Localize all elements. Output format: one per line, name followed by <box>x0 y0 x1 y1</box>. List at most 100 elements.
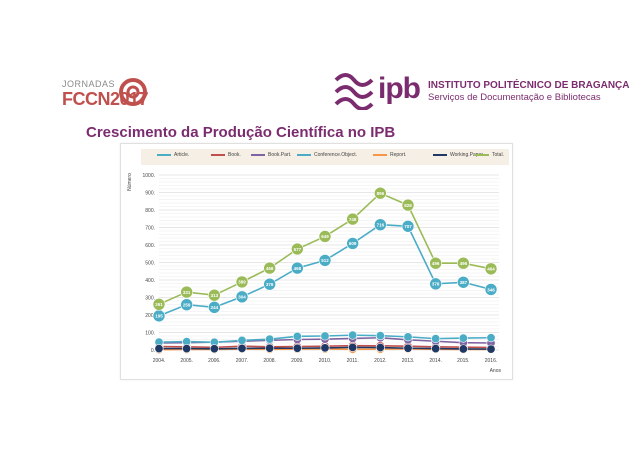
data-point <box>457 275 470 289</box>
data-point <box>458 344 468 354</box>
legend-label: Book. <box>228 152 241 158</box>
data-point <box>263 277 276 291</box>
data-label: 313 <box>211 293 219 298</box>
data-point <box>403 343 413 353</box>
data-point <box>429 277 442 291</box>
y-tick-label: 900. <box>145 191 155 197</box>
line-chart: 0. 100. 200. 300. 400. 500. 600. 700. 800. 900. 10… <box>127 173 501 374</box>
data-point <box>154 344 164 354</box>
data-point <box>320 331 330 341</box>
legend-item: Total. <box>475 152 504 158</box>
y-tick-label: 800. <box>145 208 155 214</box>
data-label: 707 <box>404 224 412 229</box>
data-label: 609 <box>349 241 357 246</box>
y-tick-label: 400. <box>145 278 155 284</box>
ipb-logo: ipb INSTITUTO POLITÉCNICO DE BRAGANÇA Se… <box>330 70 629 110</box>
legend-label: Book.Part. <box>268 152 292 158</box>
data-point <box>263 261 276 275</box>
fccn-swirl-icon <box>119 78 147 106</box>
legend-label: Report. <box>390 152 407 158</box>
legend-swatch <box>433 154 447 156</box>
y-tick-label: 1000. <box>142 173 155 179</box>
x-tick-label: 2009. <box>291 358 304 364</box>
legend-swatch <box>475 154 489 156</box>
data-label: 387 <box>460 280 468 285</box>
data-label: 389 <box>238 280 246 285</box>
data-point <box>486 333 496 343</box>
y-tick-label: 300. <box>145 296 155 302</box>
legend-swatch <box>211 154 225 156</box>
legend-label: Article. <box>174 152 190 158</box>
legend-item: Conference.Object. <box>297 152 357 158</box>
data-point <box>209 344 219 354</box>
data-point <box>374 186 387 200</box>
page-title: Crescimento da Produção Científica no IP… <box>86 124 396 141</box>
data-label: 468 <box>294 266 302 271</box>
x-tick-label: 2010. <box>319 358 332 364</box>
data-point <box>318 230 332 243</box>
legend-item: Article. <box>157 152 189 158</box>
data-point <box>458 333 468 343</box>
x-tick-label: 2004. <box>153 358 166 364</box>
legend-item: Book.Part. <box>251 152 291 158</box>
fccn-logo-line1: JORNADAS <box>62 79 116 89</box>
data-label: 896 <box>377 191 385 196</box>
legend-label: Total. <box>492 152 504 158</box>
ipb-department-name: Serviços de Documentação e Bibliotecas <box>428 92 601 103</box>
data-label: 195 <box>155 314 163 319</box>
x-tick-label: 2007. <box>236 358 249 364</box>
legend-swatch <box>157 154 171 156</box>
data-point <box>486 344 496 354</box>
legend-swatch <box>297 154 311 156</box>
x-tick-label: 2008. <box>263 358 276 364</box>
data-label: 649 <box>321 234 329 239</box>
data-point <box>346 237 359 250</box>
legend-label: Conference.Object. <box>314 152 358 158</box>
data-label: 244 <box>211 305 219 310</box>
x-tick-label: 2013. <box>402 358 415 364</box>
data-point <box>180 285 193 299</box>
data-point <box>348 330 358 340</box>
legend-item: Working.Paper. <box>433 152 484 158</box>
data-point <box>320 343 330 353</box>
data-point <box>180 298 193 311</box>
data-point <box>235 290 249 304</box>
legend-item: Book. <box>211 152 241 158</box>
data-label: 496 <box>460 261 468 266</box>
x-tick-label: 2014. <box>429 358 442 364</box>
data-point <box>208 288 221 302</box>
data-point <box>237 335 247 345</box>
data-point <box>346 212 359 226</box>
legend-label: Working.Paper. <box>450 152 485 158</box>
data-point <box>292 343 302 353</box>
data-point <box>375 331 385 341</box>
data-label: 376 <box>266 282 274 287</box>
data-point <box>403 332 413 342</box>
data-label: 577 <box>294 247 302 252</box>
data-point <box>318 254 332 267</box>
x-tick-label: 2016. <box>485 358 498 364</box>
y-tick-label: 200. <box>145 313 155 319</box>
y-tick-label: 100. <box>145 331 155 337</box>
data-point <box>401 219 415 233</box>
data-label: 259 <box>183 302 191 307</box>
data-point <box>484 262 498 276</box>
data-label: 828 <box>404 203 412 208</box>
chart-legend: Article. Book. Book.Part. Conference.Object… <box>141 149 509 165</box>
data-label: 716 <box>377 223 385 228</box>
y-tick-label: 500. <box>145 261 155 267</box>
data-point <box>401 198 415 212</box>
data-label: 378 <box>432 282 440 287</box>
data-point <box>291 261 304 275</box>
data-label: 346 <box>487 287 495 292</box>
data-label: 304 <box>238 295 246 300</box>
y-axis-title: Número <box>127 173 133 191</box>
data-point <box>152 298 166 311</box>
data-label: 331 <box>183 290 191 295</box>
data-label: 748 <box>349 217 357 222</box>
data-label: 496 <box>432 261 440 266</box>
data-point <box>291 242 304 256</box>
data-point <box>429 256 442 270</box>
data-label: 464 <box>487 267 495 272</box>
legend-swatch <box>251 154 265 156</box>
